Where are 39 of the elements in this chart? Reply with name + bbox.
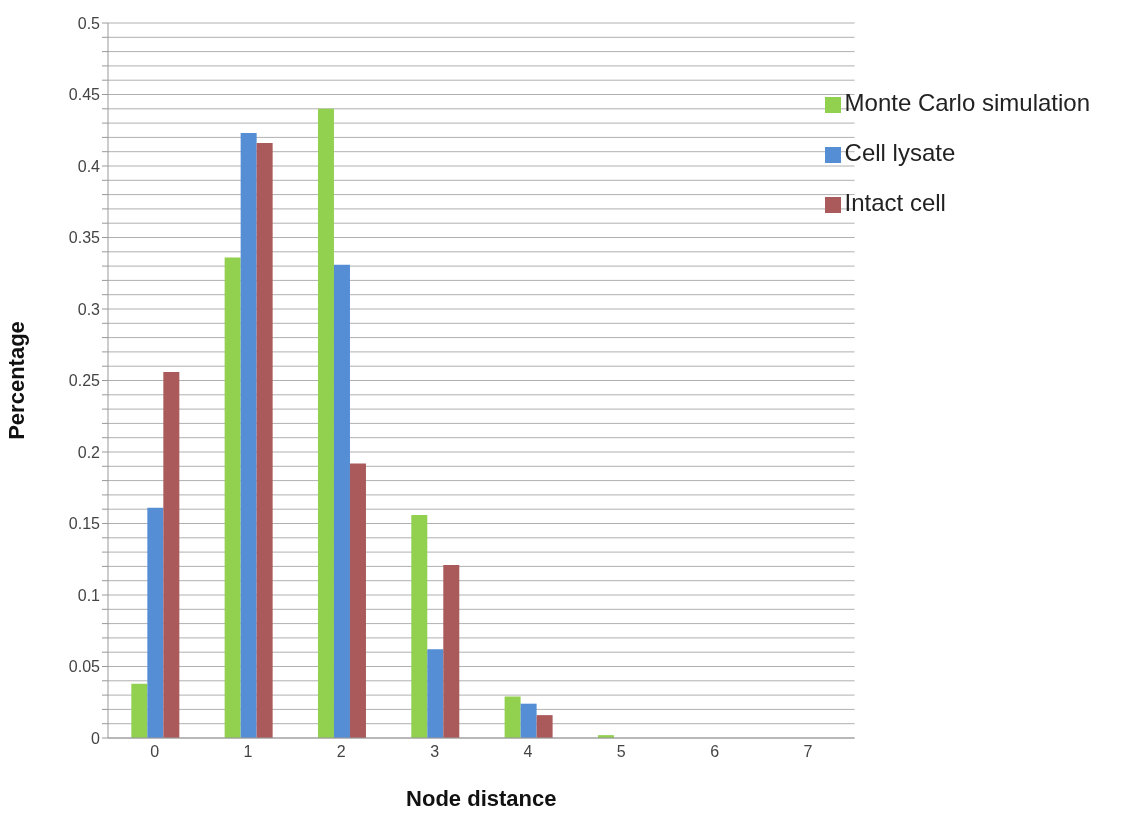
bar <box>411 514 428 738</box>
y-tick-label: 0.35 <box>68 229 101 247</box>
y-tick-label: 0.15 <box>68 515 101 533</box>
bar <box>240 133 257 738</box>
legend-label: Monte Carlo simulation <box>844 89 1090 116</box>
y-tick-label: 0.3 <box>77 300 101 318</box>
y-tick-label: 0.25 <box>68 372 101 390</box>
y-tick-label: 0.05 <box>68 658 101 676</box>
x-tick-label: 5 <box>616 743 626 761</box>
legend-label: Cell lysate <box>844 139 956 166</box>
x-axis-title: Node distance <box>406 786 557 811</box>
bar <box>333 264 350 738</box>
bar <box>224 257 241 738</box>
y-tick-label: 0.5 <box>77 14 101 32</box>
y-tick-label: 0.45 <box>68 86 101 104</box>
bar <box>131 683 148 738</box>
bar <box>349 463 366 738</box>
y-tick-label: 0 <box>91 729 101 747</box>
bar <box>443 564 460 738</box>
y-axis-title: Percentage <box>3 321 29 440</box>
bar <box>317 108 334 738</box>
y-tick-label: 0.2 <box>77 443 101 461</box>
y-tick-label: 0.4 <box>77 157 101 175</box>
bar <box>520 703 537 738</box>
x-tick-label: 3 <box>430 743 440 761</box>
x-tick-label: 6 <box>710 743 720 761</box>
x-tick-label: 2 <box>336 743 346 761</box>
bar <box>147 507 164 738</box>
bar <box>256 143 273 738</box>
bar <box>163 371 180 738</box>
x-tick-label: 7 <box>803 743 813 761</box>
legend-label: Intact cell <box>844 189 946 216</box>
bar <box>536 715 553 738</box>
x-tick-label: 1 <box>243 743 253 761</box>
x-tick-label: 4 <box>523 743 533 761</box>
bar <box>427 649 444 738</box>
bar <box>504 696 521 738</box>
x-tick-label: 0 <box>150 743 160 761</box>
y-tick-label: 0.1 <box>77 586 101 604</box>
